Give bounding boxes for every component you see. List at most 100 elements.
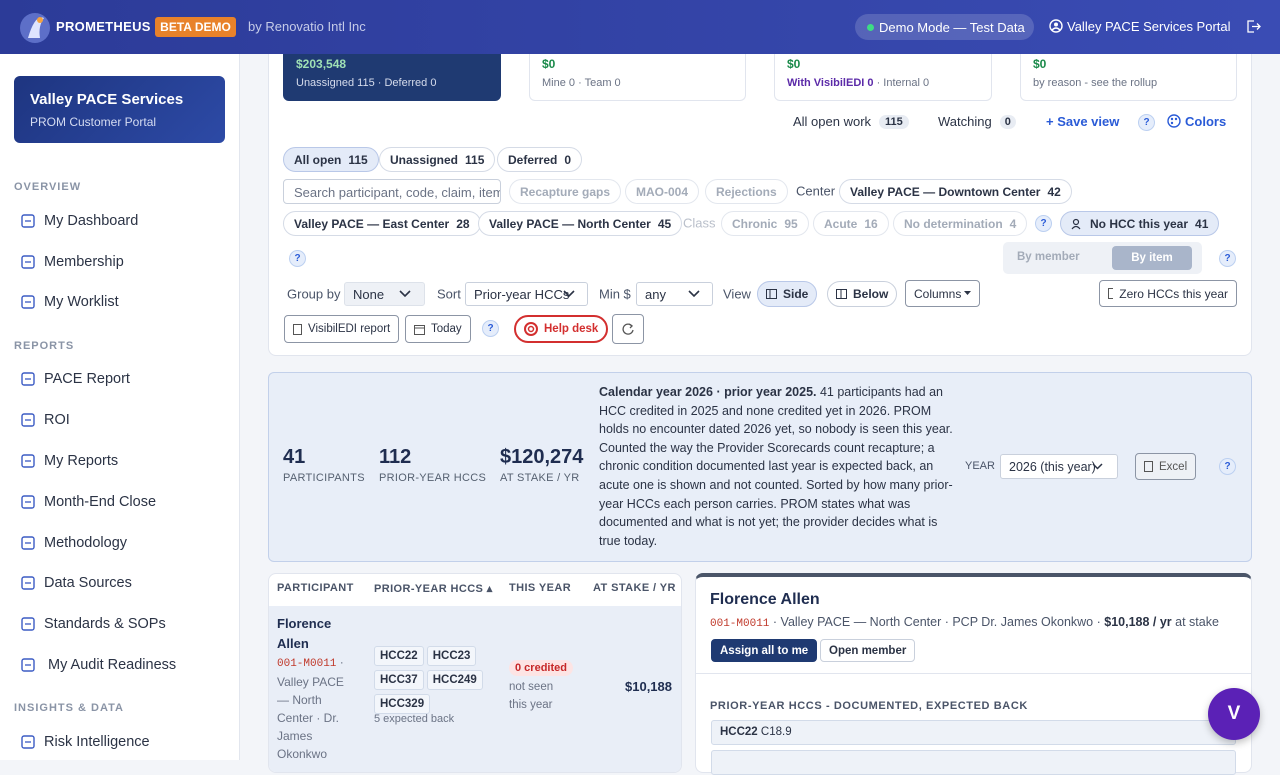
- class-chip[interactable]: No determination 4: [893, 211, 1028, 236]
- label: Help desk: [544, 323, 599, 335]
- chip-label: Valley PACE — East Center: [294, 216, 450, 231]
- group-by-label: Group by: [287, 286, 341, 302]
- card-detail: Unassigned 115 · Deferred 0: [296, 77, 437, 89]
- nav-icon: [21, 413, 35, 427]
- today[interactable]: Today: [405, 315, 471, 343]
- help[interactable]: ?: [1219, 458, 1236, 475]
- view-below[interactable]: Below: [827, 281, 898, 307]
- nav-item[interactable]: Membership: [44, 254, 124, 270]
- nav-item[interactable]: Data Sources: [44, 575, 132, 591]
- year-select[interactable]: 2026 (this year): [1000, 454, 1118, 479]
- visibiledi-report[interactable]: VisibilEDI report: [284, 315, 400, 343]
- nav-icon: [21, 576, 35, 590]
- class-chip[interactable]: Chronic 95: [721, 211, 809, 236]
- column-header[interactable]: THIS YEAR: [509, 582, 572, 594]
- label: Today: [431, 323, 462, 335]
- help-desk[interactable]: Help desk: [514, 315, 609, 343]
- org-card[interactable]: Valley PACE Services PROM Customer Porta…: [14, 76, 225, 143]
- help[interactable]: ?: [482, 320, 499, 337]
- nav-icon: [21, 495, 35, 509]
- min-select[interactable]: any: [636, 282, 713, 306]
- note-body: 41 participants had an HCC credited in 2…: [599, 385, 953, 548]
- nav-item[interactable]: Risk Intelligence: [44, 734, 150, 750]
- view-side[interactable]: Side: [757, 281, 818, 307]
- class-chip[interactable]: Acute 16: [813, 211, 889, 236]
- stat-label: AT STAKE / YR: [500, 472, 580, 484]
- nav-item[interactable]: Standards & SOPs: [44, 616, 166, 632]
- demo-pill[interactable]: Demo Mode — Test Data: [855, 14, 1034, 40]
- at-stake: $10,188 / yr: [1104, 615, 1172, 629]
- chip-label: No HCC this year: [1090, 216, 1189, 231]
- help[interactable]: ?: [1035, 215, 1052, 232]
- save-view[interactable]: + Save view: [1046, 114, 1120, 129]
- credited-pill: 0 credited: [509, 660, 573, 676]
- label: Excel: [1159, 460, 1188, 473]
- nav-item[interactable]: My Reports: [44, 453, 119, 469]
- zero-hccs[interactable]: Zero HCCs this year: [1099, 280, 1237, 307]
- help[interactable]: ?: [1138, 114, 1155, 131]
- colors[interactable]: Colors: [1185, 114, 1227, 129]
- center-chip[interactable]: Valley PACE — East Center 28: [283, 211, 481, 236]
- chevron: [688, 290, 700, 298]
- chip-count: 95: [784, 216, 798, 231]
- nav-item[interactable]: My Dashboard: [44, 213, 139, 229]
- by-item[interactable]: By item: [1112, 246, 1192, 270]
- help[interactable]: ?: [1219, 250, 1236, 267]
- open-member[interactable]: Open member: [820, 639, 916, 662]
- excel-button[interactable]: Excel: [1135, 453, 1197, 480]
- nav-item[interactable]: Month-End Close: [44, 494, 157, 510]
- help[interactable]: ?: [289, 250, 306, 267]
- filter-chip[interactable]: MAO-004: [625, 179, 700, 204]
- center-chip[interactable]: Valley PACE — Downtown Center 42: [839, 179, 1072, 204]
- card-amount: $0: [542, 57, 556, 71]
- nav-section: REPORTS: [14, 340, 75, 352]
- portal-name[interactable]: Valley PACE Services Portal: [1067, 19, 1231, 34]
- column-header[interactable]: AT STAKE / YR: [593, 582, 676, 594]
- nav-icon: [21, 214, 35, 228]
- view-toggle: By member By item: [1003, 242, 1202, 274]
- stat-label: PARTICIPANTS: [283, 472, 365, 484]
- nav-item[interactable]: PACE Report: [44, 371, 130, 387]
- filter-chip[interactable]: Recapture gaps: [509, 179, 622, 204]
- assign-button[interactable]: Assign all to me: [711, 639, 818, 662]
- all-open-work[interactable]: All open work 115: [793, 114, 909, 129]
- column-header[interactable]: PRIOR-YEAR HCCS ▴: [374, 583, 493, 595]
- tab-label: All open: [294, 152, 342, 167]
- hcc-chip: HCC37: [374, 670, 424, 690]
- tab[interactable]: All open 115: [283, 147, 379, 172]
- participant-name: Florence Allen: [277, 616, 332, 651]
- detail-meta: 001-M0011 · Valley PACE — North Center ·…: [710, 615, 1219, 630]
- columns-button[interactable]: Columns: [905, 280, 981, 307]
- nav-item[interactable]: Methodology: [44, 535, 128, 551]
- tab[interactable]: Unassigned 115: [379, 147, 496, 172]
- center-chip[interactable]: Valley PACE — North Center 45: [478, 211, 683, 236]
- tab-label: Unassigned: [390, 152, 459, 167]
- chip-count: 28: [456, 216, 470, 231]
- assistant-avatar[interactable]: V: [1208, 688, 1260, 740]
- nav-item[interactable]: My Audit Readiness: [48, 657, 177, 673]
- participant-id: 001-M0011: [710, 618, 770, 630]
- by-member[interactable]: By member: [1017, 251, 1080, 263]
- no-hcc-chip[interactable]: No HCC this year 41: [1060, 211, 1220, 236]
- detail-panel: Florence Allen 001-M0011 · Valley PACE —…: [695, 573, 1252, 775]
- hcc-item[interactable]: [711, 750, 1236, 775]
- filter-chip[interactable]: Rejections: [705, 179, 788, 204]
- column-header[interactable]: PARTICIPANT: [277, 582, 354, 594]
- nav-item[interactable]: ROI: [44, 412, 70, 428]
- chevron: [399, 290, 411, 298]
- group-by-select[interactable]: None: [344, 282, 425, 306]
- refresh[interactable]: [612, 314, 644, 344]
- watching[interactable]: Watching 0: [938, 114, 1016, 129]
- count: 115: [879, 114, 909, 129]
- class-label: Class: [683, 215, 716, 231]
- tab[interactable]: Deferred 0: [497, 147, 583, 172]
- byline: by Renovatio Intl Inc: [248, 19, 366, 34]
- chip-count: 45: [657, 216, 672, 231]
- card-detail: Mine 0 · Team 0: [542, 77, 621, 89]
- logout-icon[interactable]: [1247, 20, 1261, 33]
- label: All open work: [793, 114, 872, 129]
- meta: · Valley PACE — North Center · PCP Dr. J…: [769, 615, 1105, 629]
- nav-item[interactable]: My Worklist: [44, 294, 119, 310]
- hcc-item[interactable]: HCC22 C18.9: [711, 720, 1236, 745]
- search-input[interactable]: Search participant, code, claim, item: [283, 179, 501, 204]
